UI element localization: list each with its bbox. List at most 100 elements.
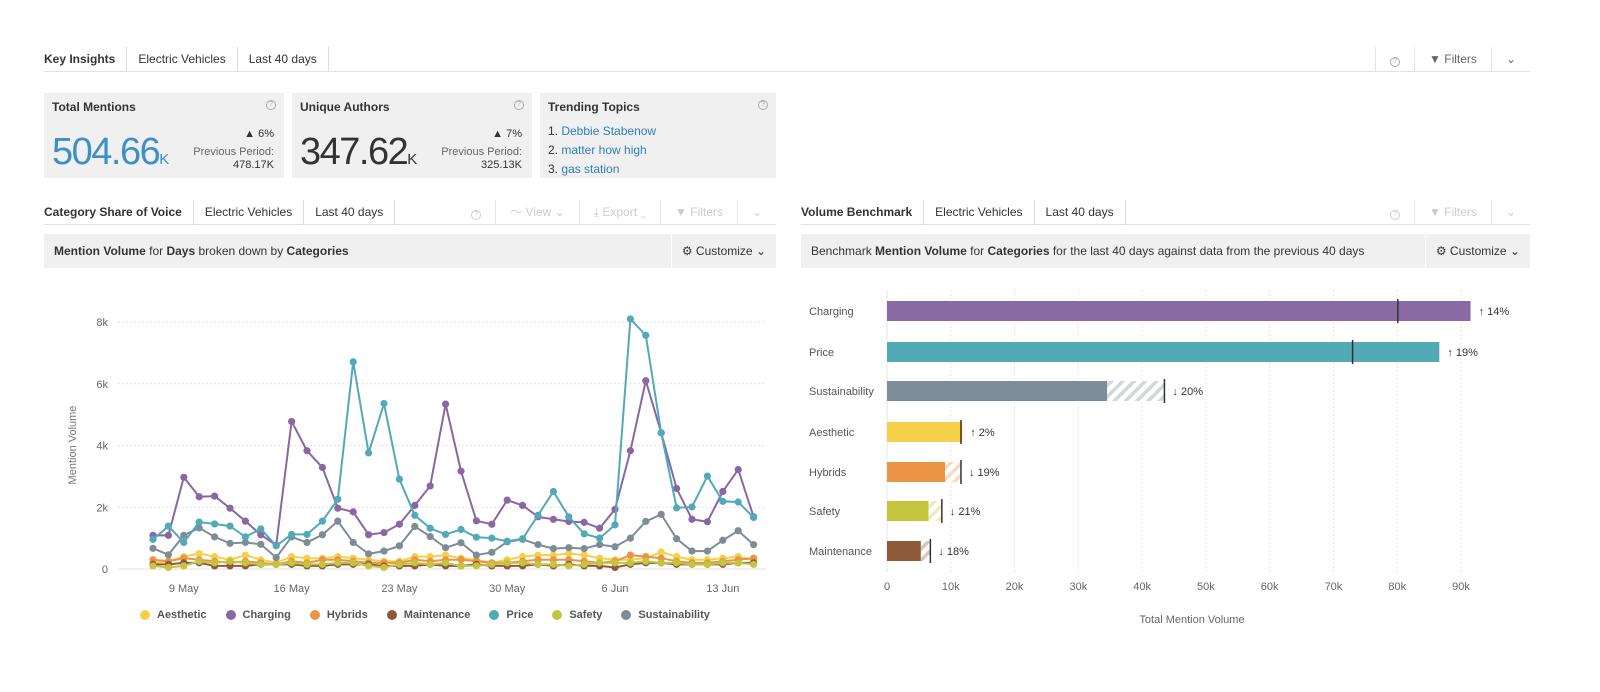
trending-topic-link[interactable]: Debbie Stabenow <box>561 124 657 138</box>
topic-selector[interactable]: Electric Vehicles <box>127 46 238 72</box>
filters-button[interactable]: ▼ Filters <box>1414 199 1491 225</box>
data-point-safety <box>472 562 480 570</box>
previous-period: Previous Period: 478.17K <box>193 146 274 171</box>
data-point-price <box>719 497 727 505</box>
series-line-aesthetic <box>152 550 754 564</box>
legend-item-aesthetic[interactable]: Aesthetic <box>140 609 207 621</box>
data-point-charging <box>241 517 249 525</box>
legend-dot-icon <box>140 610 150 620</box>
data-point-charging <box>626 447 635 455</box>
data-point-safety <box>457 562 465 570</box>
change-indicator: ▲ 7% <box>492 128 522 140</box>
help-button[interactable]: ? <box>457 200 495 225</box>
insights-header: Key Insights Electric Vehicles Last 40 d… <box>44 46 1530 72</box>
legend-item-safety[interactable]: Safety <box>552 609 602 621</box>
date-range-selector[interactable]: Last 40 days <box>238 46 329 72</box>
collapse-button[interactable]: ⌄ <box>1490 46 1530 72</box>
data-point-sustainability <box>565 544 573 552</box>
data-point-charging <box>318 463 326 472</box>
chart-description-bar: Mention Volume for Days broken down by C… <box>44 234 776 268</box>
data-point-price <box>334 495 342 503</box>
card-title: Total Mentions <box>52 100 136 114</box>
trending-topic-link[interactable]: gas station <box>561 162 620 176</box>
series-line-hybrids <box>152 554 754 566</box>
data-point-sustainability <box>626 534 635 542</box>
description-part: Categories <box>286 244 349 258</box>
data-point-price <box>426 524 434 532</box>
legend-dot-icon <box>309 610 320 620</box>
series-line-safety <box>152 560 754 569</box>
collapse-button[interactable]: ⌄ <box>736 199 776 225</box>
data-point-charging <box>442 400 450 408</box>
legend-item-sustainability[interactable]: Sustainability <box>621 609 710 621</box>
legend-item-maintenance[interactable]: Maintenance <box>386 609 471 621</box>
legend-item-hybrids[interactable]: Hybrids <box>309 609 368 621</box>
data-point-price <box>411 511 419 519</box>
data-point-sustainability <box>688 547 696 555</box>
category-label: Safety <box>809 506 841 518</box>
filters-button[interactable]: ▼ Filters <box>1414 46 1491 72</box>
panel-title: Category Share of Voice <box>44 199 194 225</box>
data-point-safety <box>519 559 527 567</box>
date-range-selector[interactable]: Last 40 days <box>304 199 396 225</box>
filters-button[interactable]: ▼ Filters <box>660 199 737 225</box>
description-part: Mention Volume <box>875 244 967 258</box>
data-point-charging <box>488 520 496 528</box>
data-point-price <box>180 538 188 547</box>
help-button[interactable]: ? <box>1375 46 1414 72</box>
y-axis-label: Mention Volume <box>67 406 79 485</box>
category-label: Aesthetic <box>809 427 855 439</box>
data-point-price <box>226 522 234 530</box>
data-point-charging <box>503 496 511 504</box>
data-point-sustainability <box>180 531 188 539</box>
legend-item-price[interactable]: Price <box>489 609 533 621</box>
bar-price <box>887 342 1440 362</box>
data-point-charging <box>380 528 388 537</box>
x-tick-label: 10k <box>942 581 960 593</box>
x-tick-label: 13 Jun <box>706 583 739 595</box>
help-icon[interactable]: ? <box>514 100 524 110</box>
topic-selector[interactable]: Electric Vehicles <box>924 199 1035 225</box>
date-range-selector[interactable]: Last 40 days <box>1035 199 1126 225</box>
data-point-charging <box>472 517 480 525</box>
list-item: 1. Debbie Stabenow <box>548 124 657 138</box>
export-button[interactable]: ⤓ Export ⌄ <box>578 199 660 225</box>
help-button[interactable]: ? <box>1376 200 1414 225</box>
data-point-sustainability <box>549 545 558 553</box>
collapse-button[interactable]: ⌄ <box>1490 199 1530 225</box>
trending-list: 1. Debbie Stabenow 2. matter how high 3.… <box>548 122 768 179</box>
data-point-charging <box>164 531 172 539</box>
x-tick-label: 16 May <box>274 583 311 595</box>
data-point-safety <box>288 559 296 567</box>
data-point-safety <box>226 557 234 565</box>
volume-benchmark-header: Volume Benchmark Electric Vehicles Last … <box>801 199 1530 225</box>
data-point-price <box>380 399 388 408</box>
topic-selector[interactable]: Electric Vehicles <box>194 199 305 225</box>
x-tick-label: 90k <box>1452 581 1470 593</box>
x-tick-label: 70k <box>1325 581 1343 593</box>
customize-button[interactable]: ⚙ Customize ⌄ <box>1424 234 1530 268</box>
view-button[interactable]: 〜 View ⌄ <box>495 199 579 225</box>
trending-topic-link[interactable]: matter how high <box>561 143 647 157</box>
data-point-sustainability <box>195 524 203 532</box>
legend-label: Maintenance <box>403 609 471 621</box>
data-point-charging <box>365 531 373 539</box>
data-point-price <box>503 537 511 545</box>
previous-period-gap <box>920 541 931 561</box>
data-point-price <box>257 525 265 533</box>
bar-maintenance <box>887 541 921 561</box>
help-icon[interactable]: ? <box>266 100 276 110</box>
description-part: for <box>966 244 988 258</box>
description-part: Benchmark <box>811 244 876 258</box>
data-point-sustainability <box>149 544 157 552</box>
customize-button[interactable]: ⚙ Customize ⌄ <box>670 234 776 268</box>
legend-item-charging[interactable]: Charging <box>225 609 291 621</box>
bar-safety <box>887 501 929 521</box>
data-point-sustainability <box>211 533 219 541</box>
card-title: Trending Topics <box>548 100 640 114</box>
change-label: ↓ 21% <box>950 506 981 518</box>
help-icon[interactable]: ? <box>758 100 768 110</box>
data-point-safety <box>488 560 496 568</box>
data-point-price <box>211 520 219 528</box>
description-part: Categories <box>987 244 1050 258</box>
